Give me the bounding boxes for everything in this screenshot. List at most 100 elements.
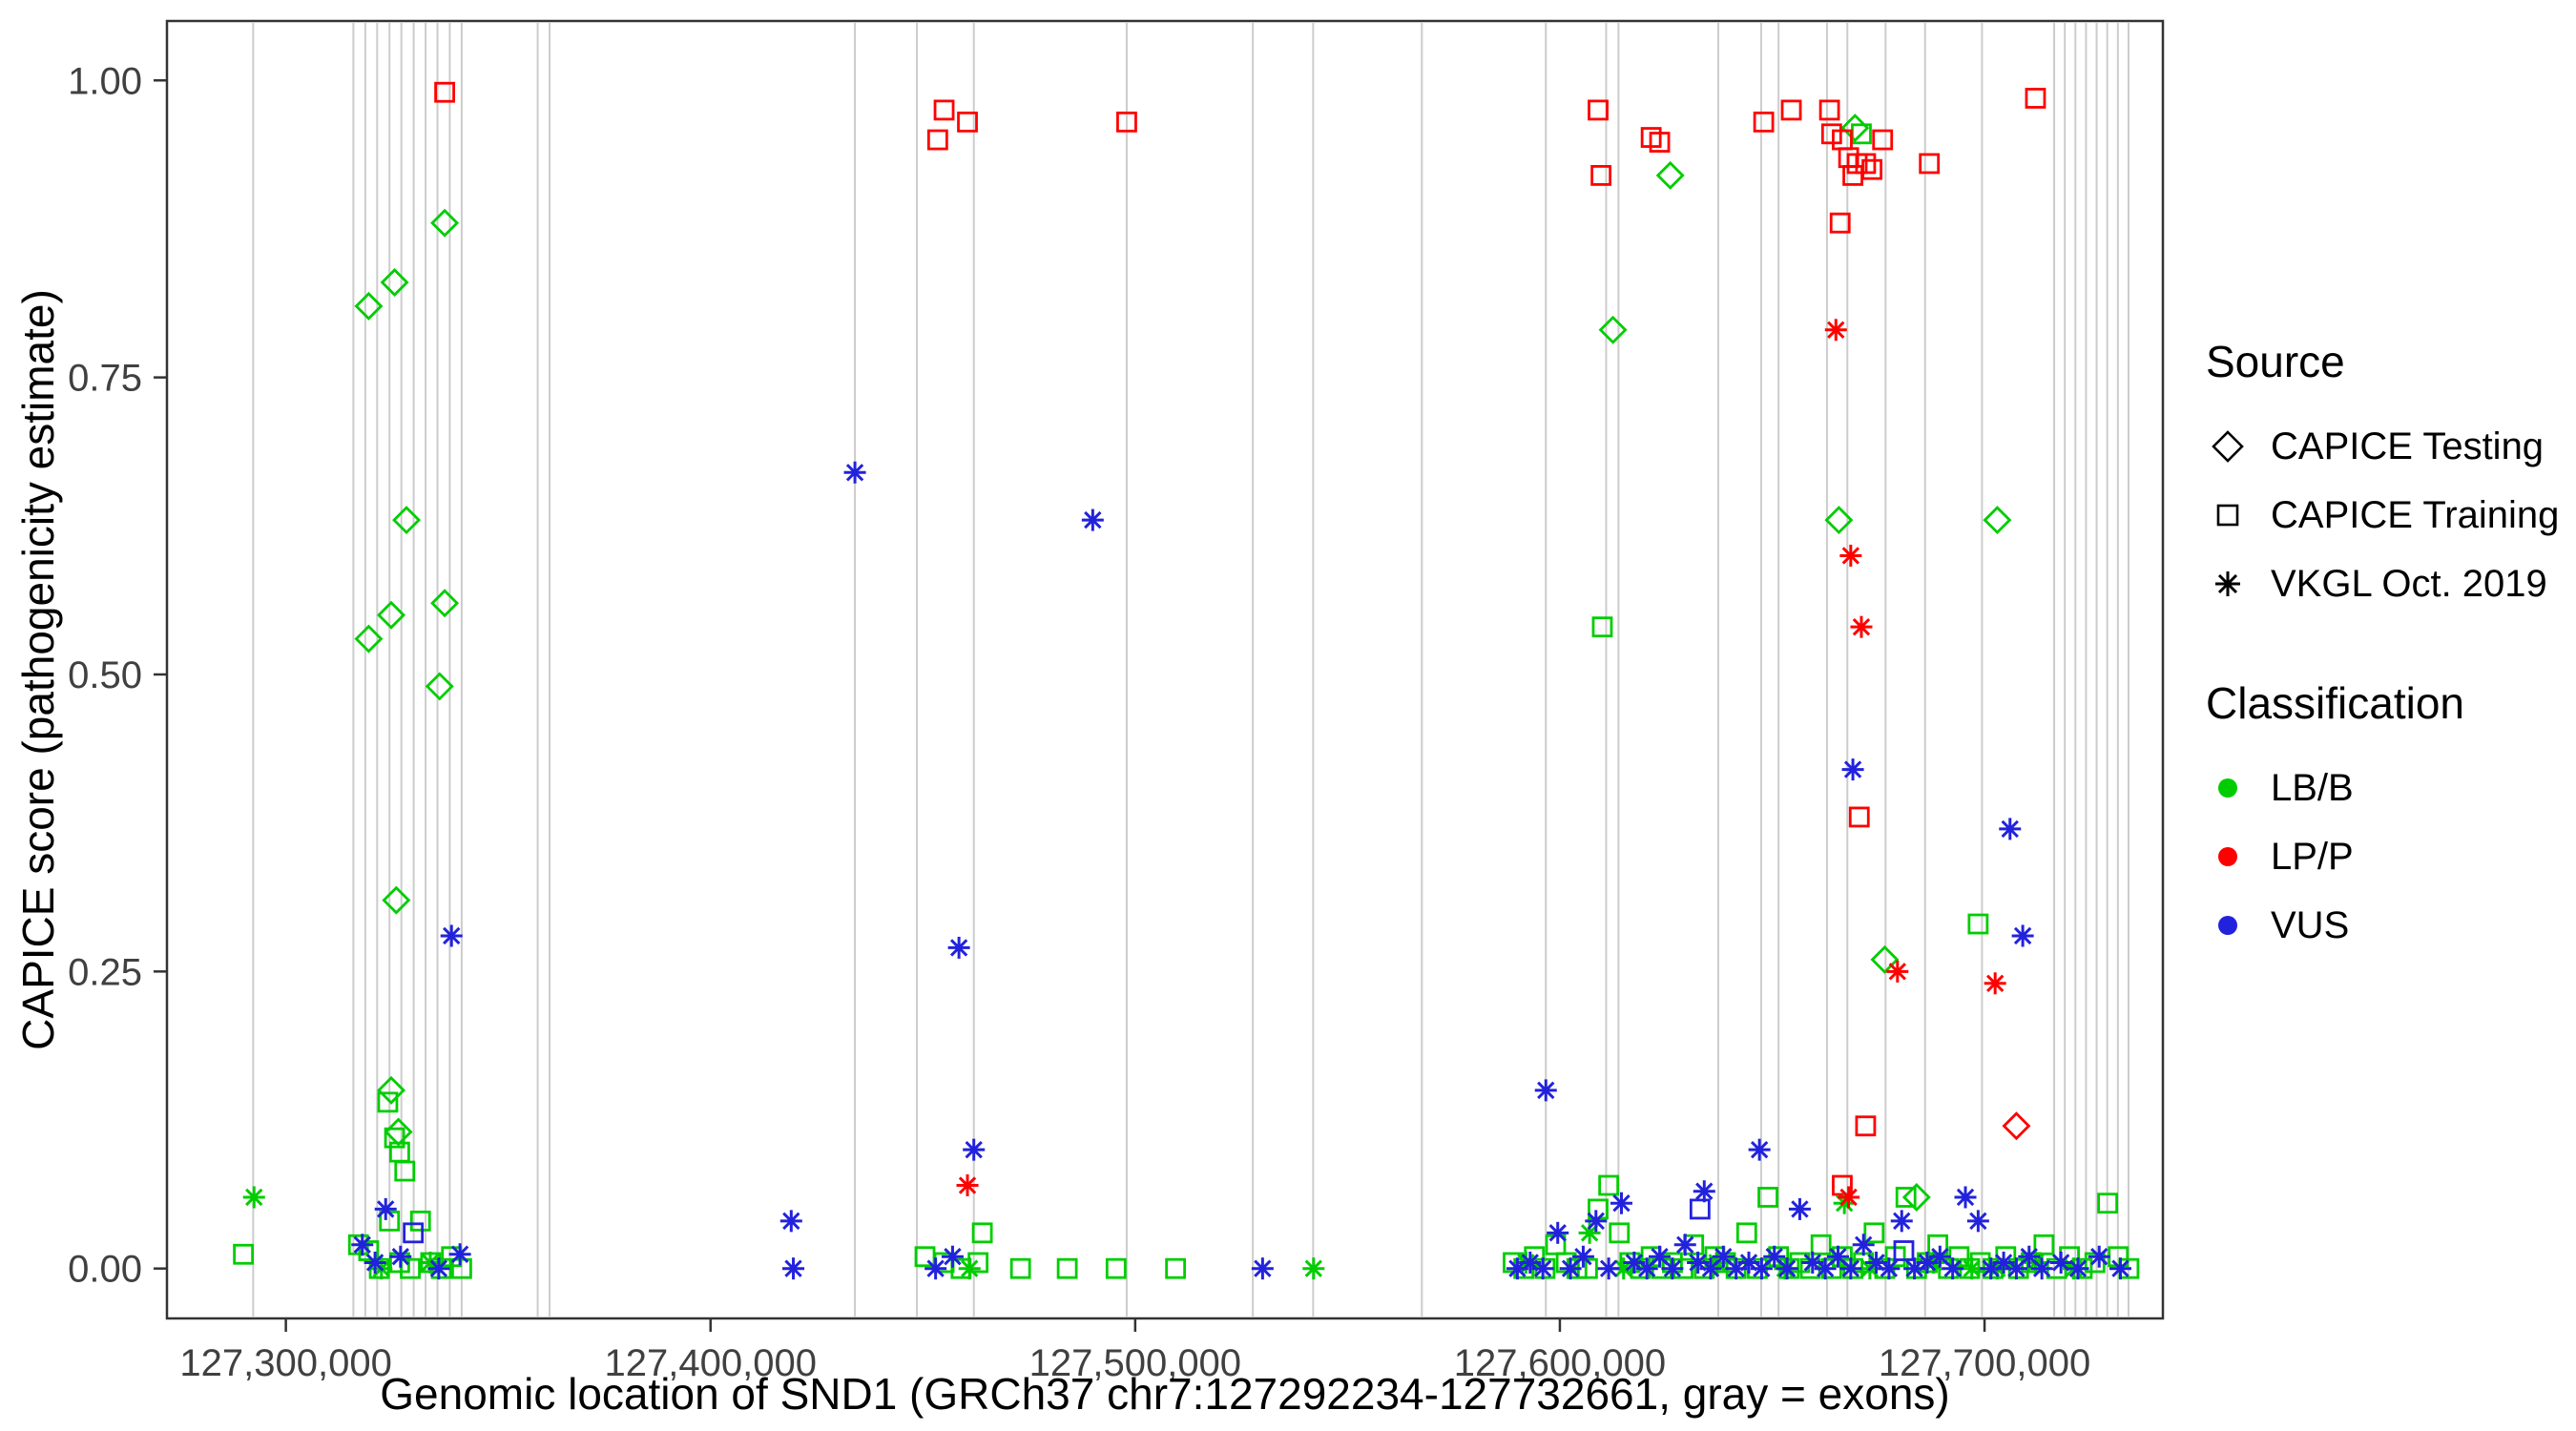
diamond-icon — [2212, 430, 2244, 463]
data-point-diamond — [377, 1075, 405, 1105]
data-point-diamond — [392, 506, 422, 535]
data-point-asterisk — [1663, 1259, 1682, 1277]
data-point-asterisk — [421, 1254, 440, 1272]
data-point-asterisk — [245, 1188, 263, 1207]
data-point-asterisk — [1304, 1259, 1322, 1277]
data-point-square — [1757, 1187, 1778, 1208]
data-point-square — [1165, 1257, 1187, 1279]
data-point-asterisk — [1829, 1248, 1847, 1266]
data-point-asterisk — [1841, 1259, 1860, 1277]
vus-dot-icon — [2218, 916, 2237, 935]
data-point-asterisk — [1548, 1224, 1567, 1242]
legend-item-lpp: LP/P — [2206, 822, 2568, 891]
data-point-asterisk — [1985, 974, 2005, 992]
legend-label-capice-testing: CAPICE Testing — [2271, 425, 2545, 467]
data-point-square — [1820, 123, 1842, 145]
data-point-asterisk — [1750, 1140, 1769, 1159]
data-point-asterisk — [429, 1259, 448, 1277]
data-point-asterisk — [1852, 617, 1871, 636]
data-point-asterisk — [2090, 1248, 2109, 1266]
data-point-asterisk — [2001, 819, 2019, 839]
data-point-diamond — [430, 208, 460, 238]
data-point-asterisk — [961, 1259, 979, 1277]
data-point-asterisk — [2111, 1259, 2129, 1277]
legend-item-capice-training: CAPICE Training — [2206, 481, 2568, 550]
data-point-square — [1919, 153, 1941, 175]
data-point-asterisk — [1888, 963, 1907, 981]
data-point-square — [451, 1257, 472, 1279]
data-point-asterisk — [1587, 1212, 1605, 1231]
data-point-square — [358, 1240, 380, 1261]
data-point-asterisk — [2013, 926, 2032, 945]
data-point-square — [1689, 1198, 1711, 1220]
data-point-square — [434, 81, 455, 103]
data-point-asterisk — [1537, 1081, 1555, 1100]
data-point-square — [394, 1160, 416, 1182]
x-tick-label: 127,600,000 — [1454, 1342, 1666, 1384]
data-point-asterisk — [1254, 1259, 1272, 1277]
data-point-asterisk — [1714, 1248, 1733, 1266]
data-point-square — [233, 1243, 255, 1265]
data-point-square — [1649, 132, 1671, 153]
y-tick-label: 1.00 — [68, 60, 142, 102]
data-point-asterisk — [391, 1248, 410, 1266]
x-tick-label: 127,300,000 — [179, 1342, 391, 1384]
data-point-asterisk — [965, 1140, 983, 1159]
data-point-asterisk — [2051, 1254, 2070, 1272]
data-point-square — [1810, 1234, 1832, 1255]
data-point-asterisk — [1612, 1194, 1631, 1213]
y-tick-label: 0.50 — [68, 654, 142, 696]
legend-item-vkgl: VKGL Oct. 2019 — [2206, 550, 2568, 618]
data-point-square — [957, 111, 978, 133]
data-point-diamond — [354, 291, 384, 321]
data-point-asterisk — [1521, 1254, 1539, 1272]
data-point-asterisk — [1841, 547, 1860, 565]
data-point-asterisk — [1931, 1248, 1949, 1266]
data-point-asterisk — [1839, 1188, 1858, 1207]
data-point-square — [1967, 913, 1989, 935]
data-point-asterisk — [365, 1254, 384, 1272]
data-point-asterisk — [1803, 1254, 1821, 1272]
data-point-asterisk — [1765, 1248, 1783, 1266]
data-point-square — [1735, 1222, 1757, 1244]
data-point-asterisk — [377, 1200, 395, 1218]
panel-border — [165, 19, 2165, 1320]
data-point-diamond — [1598, 315, 1628, 344]
legend-label-vus: VUS — [2271, 903, 2350, 946]
data-point-asterisk — [1625, 1254, 1644, 1272]
data-point-diamond — [380, 268, 409, 297]
data-point-asterisk — [1695, 1182, 1714, 1200]
data-point-diamond — [1983, 506, 2012, 535]
data-point-diamond — [2002, 1111, 2031, 1141]
data-point-asterisk — [1943, 1259, 1962, 1277]
data-point-asterisk — [784, 1259, 802, 1277]
data-point-asterisk — [1739, 1254, 1758, 1272]
lpp-dot-icon — [2218, 847, 2237, 866]
data-point-asterisk — [1994, 1254, 2013, 1272]
data-point-diamond — [425, 672, 454, 701]
data-point-asterisk — [450, 1245, 469, 1263]
data-point-asterisk — [1855, 1235, 1873, 1254]
data-point-square — [2033, 1234, 2055, 1255]
data-point-square — [1829, 212, 1851, 234]
data-point-diamond — [1870, 944, 1900, 974]
data-point-diamond — [382, 885, 411, 915]
data-point-asterisk — [1689, 1254, 1707, 1272]
data-point-asterisk — [2032, 1259, 2051, 1277]
data-point-square — [926, 129, 948, 151]
asterisk-icon — [2215, 571, 2240, 596]
data-point-asterisk — [1827, 321, 1845, 340]
data-point-asterisk — [1533, 1259, 1552, 1277]
data-point-asterisk — [1791, 1200, 1809, 1218]
data-point-asterisk — [1893, 1212, 1911, 1231]
data-point-square — [1893, 1240, 1915, 1261]
data-point-square — [1780, 99, 1802, 121]
data-point-asterisk — [782, 1212, 800, 1231]
legend-label-vkgl: VKGL Oct. 2019 — [2271, 562, 2547, 605]
data-point-square — [1590, 165, 1612, 186]
data-point-square — [1009, 1257, 1031, 1279]
data-point-asterisk — [1843, 760, 1862, 778]
data-point-asterisk — [1777, 1259, 1797, 1277]
